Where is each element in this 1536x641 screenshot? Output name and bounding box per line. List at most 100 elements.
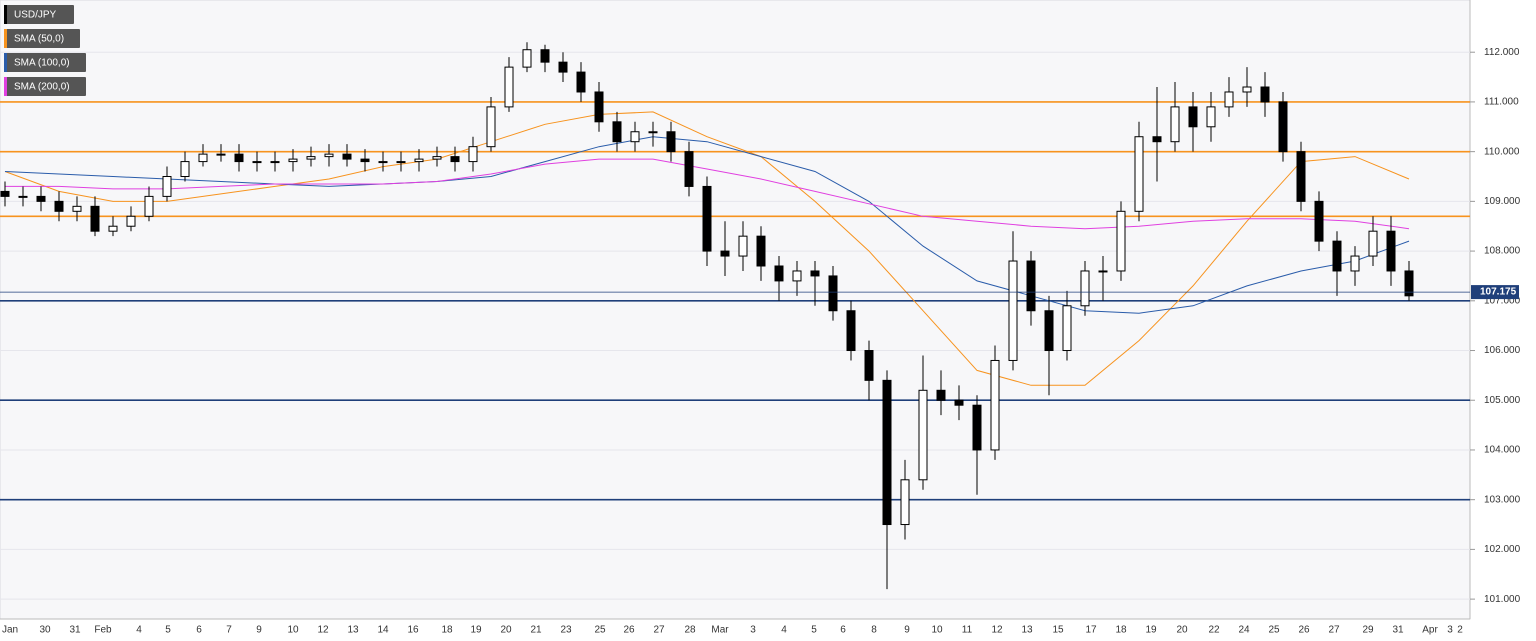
candle-body: [1224, 91, 1234, 108]
x-tick-label: 30: [39, 625, 51, 636]
candle-body: [486, 106, 496, 148]
candle-body: [0, 190, 10, 197]
candle-body: [1242, 86, 1252, 93]
x-tick-label: Mar: [711, 625, 729, 636]
x-tick-label: 17: [1085, 625, 1097, 636]
candle-body: [810, 270, 820, 277]
legend-box: [4, 5, 74, 24]
candle-body: [1332, 240, 1342, 272]
candle-body: [90, 205, 100, 232]
candle-body: [1044, 310, 1054, 352]
candle-body: [1404, 270, 1414, 297]
x-tick-label: 8: [871, 625, 877, 636]
candle-body: [234, 153, 244, 163]
candle-body: [198, 153, 208, 163]
candle-body: [882, 379, 892, 526]
x-tick-label: 7: [226, 625, 232, 636]
y-tick-label: 101.000: [1484, 594, 1521, 605]
x-tick-label: 13: [347, 625, 359, 636]
candle-body: [522, 49, 532, 68]
y-tick-label: 103.000: [1484, 494, 1521, 505]
y-tick-label: 104.000: [1484, 445, 1521, 456]
candle-body: [1296, 151, 1306, 202]
x-tick-label: 27: [1328, 625, 1340, 636]
legend-box: [4, 53, 86, 72]
candle-body: [972, 404, 982, 451]
x-tick-label: 11: [962, 625, 973, 636]
candle-body: [36, 195, 46, 202]
x-tick-label: 23: [560, 625, 572, 636]
candle-body: [450, 156, 460, 163]
candle-body: [396, 161, 406, 164]
candle-body: [1170, 106, 1180, 143]
candle-body: [1026, 260, 1036, 312]
sma-line: [5, 158, 1410, 230]
last-price-box: [1471, 285, 1519, 300]
legend-label: USD/JPY: [14, 10, 57, 21]
x-tick-label: 26: [1298, 625, 1310, 636]
x-tick-label: 26: [623, 625, 635, 636]
candle-body: [432, 156, 442, 160]
candle-body: [612, 121, 622, 143]
candle-body: [1260, 86, 1270, 103]
candle-body: [684, 151, 694, 187]
sma-line: [4, 136, 1410, 314]
x-tick-label: 18: [1115, 625, 1127, 636]
x-tick-label: Jan: [2, 625, 18, 636]
candle-body: [540, 49, 550, 63]
candle-body: [1080, 270, 1090, 307]
x-tick-label: 9: [256, 625, 262, 636]
x-tick-label: 12: [317, 625, 329, 636]
x-tick-label: 3: [750, 625, 756, 636]
candle-body: [126, 215, 136, 227]
candle-body: [558, 61, 568, 73]
y-tick-label: 111.000: [1484, 97, 1519, 108]
candle-body: [666, 131, 676, 153]
candle-body: [576, 71, 586, 93]
x-tick-label: 10: [287, 625, 299, 636]
candle-body: [738, 235, 748, 257]
candle-body: [756, 235, 766, 267]
x-tick-label: 21: [530, 625, 542, 636]
x-tick-label: 14: [377, 625, 389, 636]
x-tick-label: 31: [69, 625, 81, 636]
candle-body: [648, 131, 658, 134]
candle-body: [1350, 255, 1360, 272]
candle-body: [828, 275, 838, 312]
legend-box: [4, 29, 80, 48]
x-tick-label: 20: [1176, 625, 1188, 636]
candle-body: [954, 399, 964, 406]
candle-body: [630, 131, 640, 143]
y-tick-label: 107.000: [1484, 295, 1521, 306]
last-price-label: 107.175: [1480, 287, 1517, 298]
candle-body: [990, 359, 1000, 451]
legend-label: SMA (50,0): [14, 34, 64, 45]
candle-body: [1368, 230, 1378, 257]
candle-body: [1278, 101, 1288, 153]
candle-body: [774, 265, 784, 282]
x-tick-label: 28: [684, 625, 696, 636]
candle-body: [180, 161, 190, 178]
legend-swatch: [4, 5, 7, 24]
candle-body: [1116, 210, 1126, 272]
y-tick-label: 110.000: [1484, 146, 1520, 157]
x-tick-label: Feb: [94, 625, 112, 636]
x-tick-label: 20: [500, 625, 512, 636]
candle-body: [468, 146, 478, 163]
sma-line: [4, 111, 1410, 386]
x-tick-label: 27: [653, 625, 665, 636]
candle-body: [594, 91, 604, 123]
candle-body: [1314, 200, 1324, 242]
x-tick-label: 24: [1238, 625, 1250, 636]
candle-body: [936, 389, 946, 401]
x-tick-label: 4: [781, 625, 787, 636]
candle-body: [54, 200, 64, 212]
x-tick-label: 19: [1145, 625, 1157, 636]
candle-body: [360, 158, 370, 163]
x-tick-label: 29: [1362, 625, 1374, 636]
y-tick-label: 106.000: [1484, 345, 1521, 356]
x-tick-label: 19: [470, 625, 482, 636]
candle-body: [1386, 230, 1396, 272]
candle-body: [1062, 305, 1072, 352]
